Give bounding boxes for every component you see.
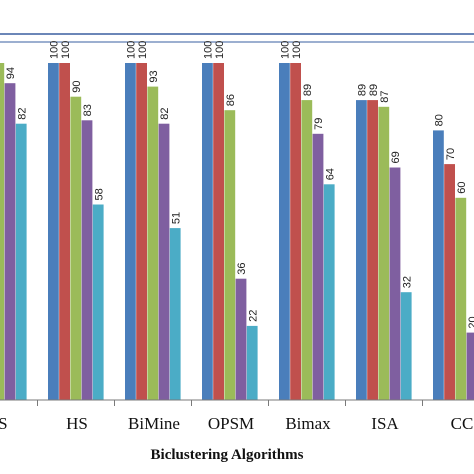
bar-opsm-s4: [235, 278, 247, 400]
data-label-bimine-s4: 82: [159, 107, 171, 119]
data-label-cc-s3: 60: [456, 182, 468, 194]
bar-opsm-s5: [246, 325, 258, 400]
bar-isa-s2: [367, 100, 378, 400]
bar-isa-s5: [400, 292, 412, 400]
data-label-bimax-s4: 79: [313, 118, 325, 130]
x-axis-title: Biclustering Algorithms: [151, 447, 304, 463]
bar-bimine-s5: [169, 228, 181, 400]
bar-bimine-s3: [147, 86, 159, 400]
data-label-bimax-s2: 100: [291, 41, 303, 59]
bar-bimax-s4: [312, 133, 324, 401]
data-label-bimine-s2: 100: [137, 41, 149, 59]
data-label-opsm-s4: 36: [236, 262, 248, 274]
category-labels: IS HS BiMine OPSM Bimax ISA CC: [0, 414, 473, 433]
bar-bimine-s2: [136, 63, 147, 400]
data-label-opsm-s5: 22: [247, 310, 259, 322]
data-label-opsm-s1: 100: [203, 41, 215, 59]
data-label-cc-s2: 70: [445, 148, 457, 160]
data-label-isa-s1: 89: [357, 84, 369, 96]
data-label-cc-s1: 80: [434, 114, 446, 126]
data-label-isa-s3: 87: [379, 91, 391, 103]
data-label-opsm-s3: 86: [225, 94, 237, 106]
chart-frame-top-strip: [0, 33, 474, 35]
data-label-bimine-s1: 100: [126, 41, 138, 59]
bar-cc-s2: [444, 164, 455, 400]
data-label-bimax-s3: 89: [302, 84, 314, 96]
data-label-cc-s4: 20: [467, 316, 474, 328]
bar-cc-s4: [466, 332, 474, 400]
data-label-opsm-s2: 100: [214, 41, 226, 59]
data-label-is-s5: 82: [16, 107, 28, 119]
category-label-opsm: OPSM: [208, 414, 254, 433]
category-label-cc: CC: [451, 414, 474, 433]
bar-isa-s4: [389, 167, 401, 400]
data-label-is-s4: 94: [5, 67, 17, 79]
bar-hs-s3: [70, 96, 82, 400]
bar-bimine-s4: [158, 123, 170, 400]
data-label-bimine-s3: 93: [148, 70, 160, 82]
data-label-bimax-s1: 100: [280, 41, 292, 59]
bar-hs-s1: [48, 63, 59, 400]
bar-opsm-s3: [224, 110, 236, 400]
bar-bimax-s3: [301, 100, 313, 400]
bar-hs-s4: [81, 120, 93, 401]
bar-is-s5: [15, 123, 27, 400]
bar-cc-s3: [455, 197, 467, 400]
bar-hs-s2: [59, 63, 70, 400]
bar-hs-s5: [92, 204, 104, 400]
data-label-isa-s5: 32: [401, 276, 413, 288]
bar-isa-s1: [356, 100, 367, 400]
data-label-bimine-s5: 51: [170, 212, 182, 224]
bar-bimax-s2: [290, 63, 301, 400]
bar-cc-s1: [433, 130, 444, 400]
data-label-isa-s2: 89: [368, 84, 380, 96]
x-axis-ticks: [37, 400, 423, 406]
category-label-bimax: Bimax: [285, 414, 331, 433]
data-label-hs-s3: 90: [71, 80, 83, 92]
category-label-bimine: BiMine: [128, 414, 180, 433]
bar-is-s3: [0, 63, 5, 400]
data-label-hs-s4: 83: [82, 104, 94, 116]
data-label-hs-s1: 100: [49, 41, 61, 59]
category-label-isa: ISA: [371, 414, 399, 433]
bars-layer: [0, 63, 474, 401]
category-label-hs: HS: [66, 414, 88, 433]
bar-opsm-s2: [213, 63, 224, 400]
category-label-is: IS: [0, 414, 8, 433]
data-label-bimax-s5: 64: [324, 168, 336, 180]
bar-is-s4: [4, 83, 16, 400]
bar-bimax-s1: [279, 63, 290, 400]
bar-bimax-s5: [323, 184, 335, 400]
bar-isa-s3: [378, 106, 390, 401]
data-label-hs-s2: 100: [60, 41, 72, 59]
data-label-hs-s5: 58: [93, 188, 105, 200]
bar-opsm-s1: [202, 63, 213, 400]
data-label-isa-s4: 69: [390, 151, 402, 163]
bar-bimine-s1: [125, 63, 136, 400]
